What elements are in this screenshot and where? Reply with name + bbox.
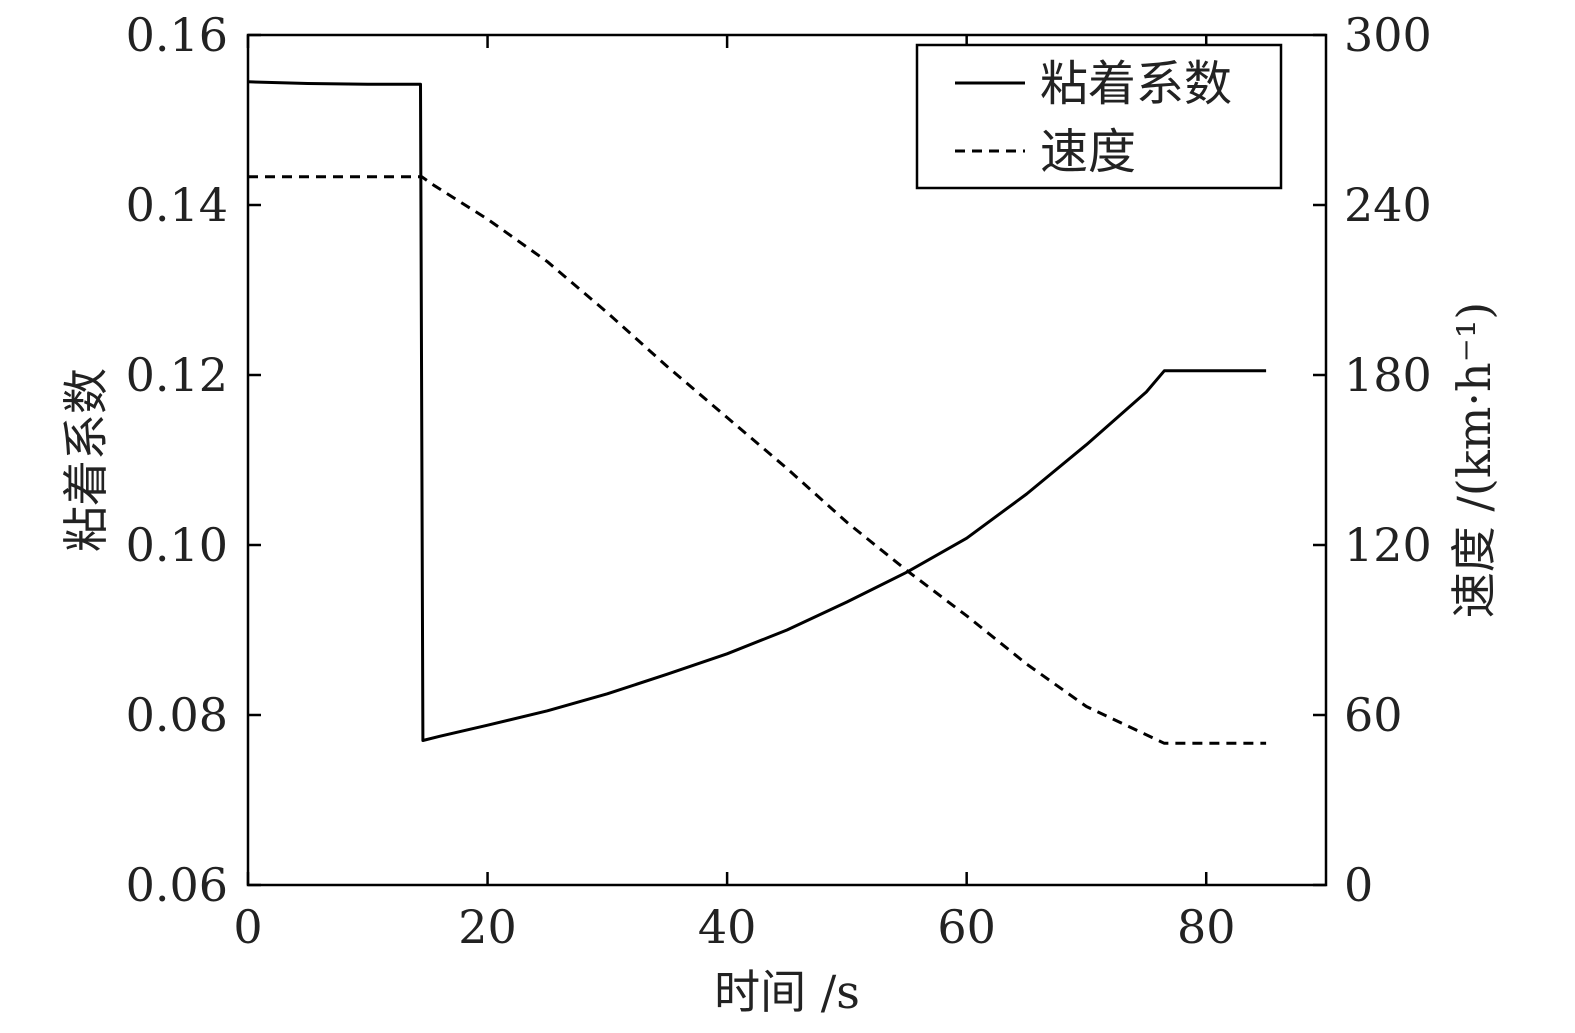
x-tick-label: 0 — [233, 900, 262, 954]
legend-label-speed: 速度 — [1040, 124, 1136, 180]
legend-label-adhesion: 粘着系数 — [1040, 56, 1232, 112]
series-line-adhesion — [247, 80, 1267, 742]
plot-area — [246, 33, 1328, 887]
y-axis-left: 0.06 0.08 0.10 0.12 0.14 0.16 — [126, 8, 261, 912]
y-axis-right-title: 速度 /(km·h⁻¹) — [1447, 302, 1501, 618]
y-left-tick-label: 0.16 — [126, 8, 228, 62]
y-left-tick-label: 0.06 — [126, 858, 228, 912]
y-axis-left-title: 粘着系数 — [59, 368, 113, 552]
x-tick-label: 80 — [1177, 900, 1236, 954]
x-axis: 0 20 40 60 80 — [233, 35, 1235, 954]
y-right-tick-label: 240 — [1344, 178, 1432, 232]
y-right-tick-label: 0 — [1344, 858, 1373, 912]
y-axis-right: 0 60 120 180 240 300 — [1313, 8, 1432, 912]
x-tick-label: 60 — [937, 900, 996, 954]
legend: 粘着系数 速度 — [915, 43, 1283, 190]
y-right-tick-label: 60 — [1344, 688, 1403, 742]
y-left-tick-label: 0.12 — [126, 348, 228, 402]
plot-frame — [246, 33, 1328, 887]
y-right-tick-label: 180 — [1344, 348, 1432, 402]
y-right-tick-label: 120 — [1344, 518, 1432, 572]
x-tick-label: 40 — [698, 900, 757, 954]
series-layer — [247, 80, 1267, 745]
x-tick-label: 20 — [458, 900, 517, 954]
y-left-tick-label: 0.14 — [126, 178, 228, 232]
y-right-tick-label: 300 — [1344, 8, 1432, 62]
legend-box — [915, 43, 1283, 190]
x-axis-title: 时间 /s — [714, 965, 860, 1019]
series-line-speed — [248, 175, 1267, 745]
y-left-tick-label: 0.10 — [126, 518, 228, 572]
y-left-tick-label: 0.08 — [126, 688, 228, 742]
